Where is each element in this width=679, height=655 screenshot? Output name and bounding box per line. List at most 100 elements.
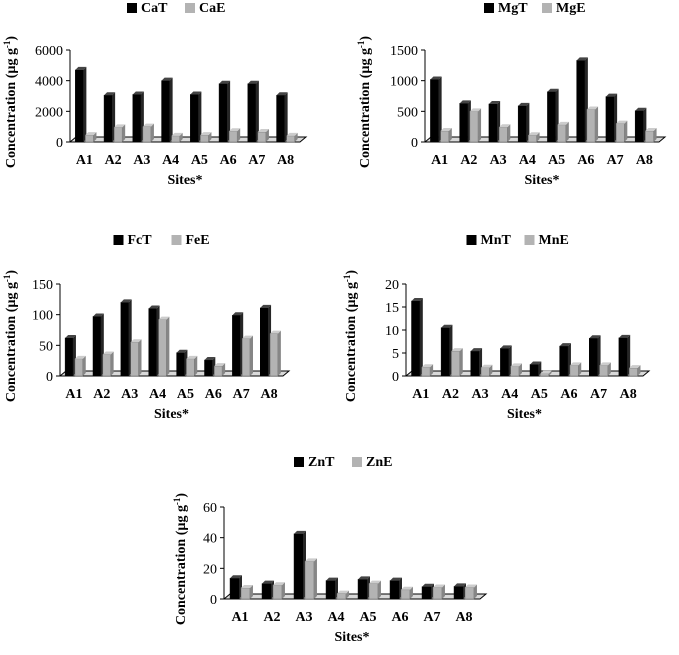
bar-top (286, 132, 298, 136)
bar-MgE-A6 (586, 106, 599, 143)
bar-front (120, 302, 129, 377)
bar-CaE-A2 (113, 124, 126, 143)
bar-top (176, 349, 188, 353)
x-tick-label: A7 (607, 153, 624, 168)
bar-front (540, 373, 549, 377)
bar-front (400, 589, 411, 600)
bar-front (628, 367, 638, 377)
y-tick-label: 50 (39, 339, 53, 354)
x-tick-label: A6 (577, 153, 594, 168)
bar-MnE-A3 (480, 364, 493, 377)
bar-front (214, 365, 223, 377)
bar-MnT-A6 (559, 343, 571, 377)
legend-swatch (484, 3, 494, 13)
bar-top (441, 324, 453, 328)
bar-side (194, 355, 198, 376)
bar-top (260, 304, 272, 308)
x-tick-label: A8 (261, 387, 278, 402)
bar-MgT-A7 (605, 93, 618, 143)
bar-ZnT-A6 (389, 577, 402, 600)
bar-top (230, 575, 242, 579)
y-axis-title-tail: ) (4, 36, 19, 41)
y-tick-label: 20 (203, 562, 217, 577)
bar-ZnE-A6 (400, 586, 413, 600)
bar-front (228, 131, 238, 143)
bar-FcT-A1 (64, 334, 76, 377)
legend: MgT MgE (484, 1, 586, 16)
bar-front (102, 354, 111, 377)
legend-label: FeE (186, 233, 210, 248)
bar-side (607, 362, 611, 376)
bar-top (130, 339, 142, 343)
bar-side (110, 351, 114, 376)
x-tick-label: A1 (412, 387, 429, 402)
bar-side (345, 590, 349, 599)
bar-top (241, 584, 253, 588)
legend: FcT FeE (113, 233, 210, 248)
bar-MnT-A2 (440, 324, 453, 377)
bar-top (337, 590, 349, 594)
bar-MnE-A4 (510, 363, 522, 377)
bar-CaT-A4 (161, 77, 173, 143)
bar-side (526, 102, 530, 142)
bar-side (294, 132, 298, 142)
bar-top (75, 66, 87, 70)
y-tick-label: 5 (392, 347, 399, 362)
bar-front (440, 130, 450, 143)
bar-top (229, 128, 241, 132)
bar-top (599, 362, 611, 366)
bar-ZnT-A8 (453, 583, 466, 600)
bar-side (179, 132, 183, 142)
y-axis-title-main: Concentration (µg g (4, 282, 19, 402)
legend-label: ZnT (308, 455, 335, 470)
bar-front (257, 131, 267, 143)
y-axis-title-superscript: -1 (172, 497, 182, 505)
bar-front (559, 345, 569, 377)
bar-MnE-A1 (421, 364, 434, 377)
bar-CaE-A6 (228, 128, 241, 143)
bar-ZnT-A7 (421, 583, 434, 600)
bar-MnT-A8 (618, 334, 631, 377)
bar-top (326, 577, 338, 581)
legend-swatch (185, 3, 195, 13)
bar-CaE-A4 (171, 132, 183, 143)
chart-4: MnT MnE 0 5 10 15 20 A1 A2 A3 A4 A5 A6 A7 A8 Sites* Conc… (342, 233, 651, 422)
bar-top (158, 316, 170, 320)
legend-label: CaE (199, 1, 225, 16)
bar-front (589, 338, 598, 377)
bar-front (470, 350, 480, 377)
bar-top (540, 370, 552, 374)
x-tick-label: A6 (391, 610, 408, 625)
legend: ZnT ZnE (294, 455, 392, 470)
x-tick-label: A5 (191, 153, 208, 168)
bar-front (186, 358, 195, 377)
bar-FeE-A8 (269, 330, 281, 377)
bar-side (473, 584, 477, 599)
bar-side (489, 364, 493, 376)
y-tick-label: 4000 (35, 75, 63, 90)
bar-front (190, 94, 199, 143)
bar-side (538, 361, 542, 376)
bar-side (222, 363, 226, 376)
bar-side (419, 298, 423, 376)
bar-ZnT-A4 (325, 577, 338, 600)
bar-CaT-A2 (103, 92, 116, 143)
bar-front (232, 315, 241, 377)
x-axis-title: Sites* (168, 173, 203, 188)
bar-front (325, 580, 336, 600)
y-tick-label: 10 (385, 324, 399, 339)
y-tick-label: 0 (210, 593, 217, 608)
legend-swatch (524, 235, 535, 245)
y-tick-label: 0 (392, 370, 399, 385)
bar-top (547, 88, 559, 92)
bar-side (627, 334, 631, 376)
bar-top (510, 363, 522, 367)
y-tick-label: 60 (203, 501, 217, 516)
y-axis-title-superscript: -1 (2, 40, 12, 48)
bar-front (130, 342, 139, 377)
bar-side (409, 586, 413, 599)
bar-MgE-A2 (469, 108, 482, 143)
bar-MgT-A1 (430, 76, 442, 143)
bar-FeE-A7 (241, 335, 253, 377)
